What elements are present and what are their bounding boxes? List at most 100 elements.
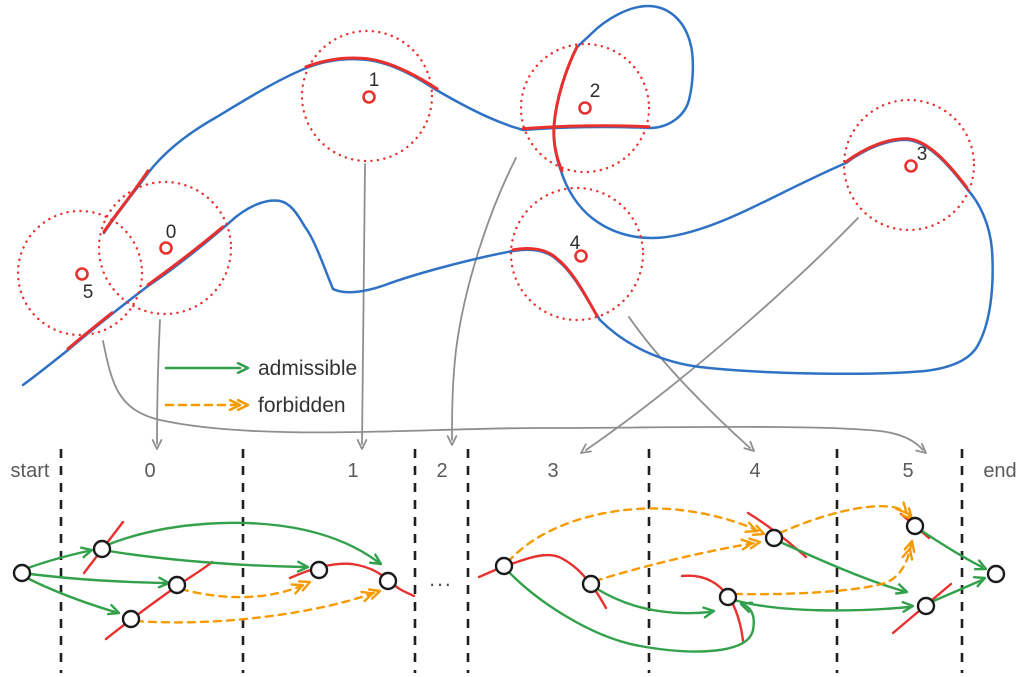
edge-start-0c-head: [106, 603, 121, 616]
edge-4b-5b: [732, 598, 911, 612]
map-arrow-circle1: [361, 163, 366, 445]
column-label-4: 4: [749, 460, 760, 482]
graph-node-5b: [916, 596, 936, 616]
graph-node-5a: [905, 516, 925, 536]
edge-0c-1b-head: [360, 590, 374, 603]
segment-circle1: [304, 56, 439, 91]
waypoint-circle-1: [300, 29, 434, 163]
edge-0c-1b: [134, 590, 378, 624]
segment-circle0-diag: [146, 225, 225, 287]
edge-3a-4a-head: [744, 521, 758, 533]
legend-admissible-label: admissible: [258, 357, 357, 380]
waypoint-circle-4: [509, 186, 645, 322]
edge-0b-1a-head: [290, 583, 304, 595]
waypoint-label-2: 2: [590, 81, 601, 102]
edge-start-0a: [26, 549, 90, 570]
graph-node-4a: [764, 528, 784, 548]
edge-0b-1a-head: [297, 580, 312, 592]
edge-0b-1a: [179, 582, 308, 599]
edge-3b-4a: [593, 541, 757, 583]
map-arrow-circle0: [156, 319, 161, 445]
trajectory-layer: [21, 4, 994, 387]
waypoint-circles-layer: 5 0 1 2 3 4: [16, 29, 976, 337]
graph-node-1b: [378, 571, 398, 591]
legend-admissible-arrowhead-icon: [236, 361, 250, 375]
column-label-start: start: [11, 460, 50, 482]
segment-circle2-v: [552, 45, 579, 173]
edge-0a-1a-head: [296, 560, 310, 573]
column-label-end: end: [983, 460, 1016, 482]
edge-start-0a-head: [79, 546, 94, 559]
waypoint-circle-2: [519, 42, 651, 174]
waypoint-circle-3: [842, 98, 976, 232]
edge-4a-5a-head: [895, 501, 908, 515]
edge-4a-5b-head: [894, 583, 909, 595]
segment-circle5-diag: [66, 311, 114, 351]
map-arrow-circle2-head: [446, 435, 458, 446]
edge-5b-end: [929, 578, 984, 604]
legend-forbidden-label: forbidden: [258, 394, 346, 417]
edge-3b-4b-head: [702, 606, 716, 619]
column-label-0: 0: [144, 460, 155, 482]
segment-circle4: [511, 247, 599, 318]
edge-0a-1b: [105, 521, 380, 564]
edge-4b-5a: [733, 543, 913, 596]
waypoint-label-3: 3: [917, 144, 928, 165]
column-label-3: 3: [547, 460, 558, 482]
map-arrow-circle3: [585, 217, 859, 451]
edge-5b-end-head: [972, 576, 987, 588]
edge-3b-4a-head: [748, 537, 762, 550]
segment-circle0-tip: [102, 169, 150, 234]
graph-node-0a: [92, 539, 112, 559]
waypoint-circle-0: [97, 180, 233, 316]
map-arrow-circle4: [628, 316, 751, 449]
trajectory-path: [21, 4, 994, 387]
edge-5a-end-head: [973, 559, 988, 571]
edge-3b-4b: [592, 585, 712, 615]
edge-start-0c: [25, 576, 117, 614]
edge-0c-1b-head: [367, 588, 382, 600]
edge-start-0b: [28, 572, 167, 585]
waypoint-marker-3: [904, 159, 918, 173]
legend-forbidden-arrowhead-icon: [236, 398, 250, 412]
edge-4b-5a-head: [901, 547, 914, 561]
graph-node-3a: [494, 556, 514, 576]
waypoint-label-0: 0: [166, 222, 177, 243]
graph-node-start: [12, 563, 32, 583]
tangent-4b: [680, 574, 745, 643]
map-arrow-circle5: [102, 340, 924, 451]
edge-3a-4a: [506, 507, 762, 564]
edge-4a-5b: [776, 539, 905, 593]
map-arrows-layer: [102, 157, 927, 454]
column-label-2: 2: [436, 460, 447, 482]
map-arrow-circle3-head: [580, 443, 592, 454]
graph-node-1a: [309, 560, 329, 580]
waypoint-marker-4: [574, 249, 588, 263]
waypoint-marker-2: [578, 101, 592, 115]
legend-forbidden-arrowhead-icon: [228, 398, 242, 412]
tangent-0bc: [104, 560, 214, 641]
map-arrow-circle5-head: [915, 442, 927, 454]
waypoint-label-4: 4: [570, 233, 581, 254]
waypoint-marker-1: [362, 90, 376, 104]
edge-0a-1a: [107, 549, 306, 569]
edge-4b-5a-head: [903, 539, 916, 553]
interval-graph-layer: start 0 1 2 3 4 5 end...: [11, 449, 1017, 673]
waypoint-label-1: 1: [369, 70, 380, 91]
edge-3b-4a-head: [740, 538, 754, 551]
edge-3a-4b: [504, 567, 755, 653]
edge-5a-end: [917, 527, 984, 569]
segment-circle2-h: [521, 124, 651, 131]
waypoint-marker-5: [75, 267, 89, 281]
waypoint-label-5: 5: [83, 282, 94, 303]
map-arrow-circle2: [451, 157, 517, 441]
map-arrow-circle1-head: [356, 439, 368, 450]
edge-4b-5b-head: [901, 600, 915, 613]
graph-node-0b: [167, 575, 187, 595]
ellipsis-label: ...: [429, 568, 453, 591]
graph-node-0c: [121, 609, 141, 629]
map-arrow-circle0-head: [151, 439, 163, 450]
map-arrow-circle4-head: [743, 440, 755, 452]
